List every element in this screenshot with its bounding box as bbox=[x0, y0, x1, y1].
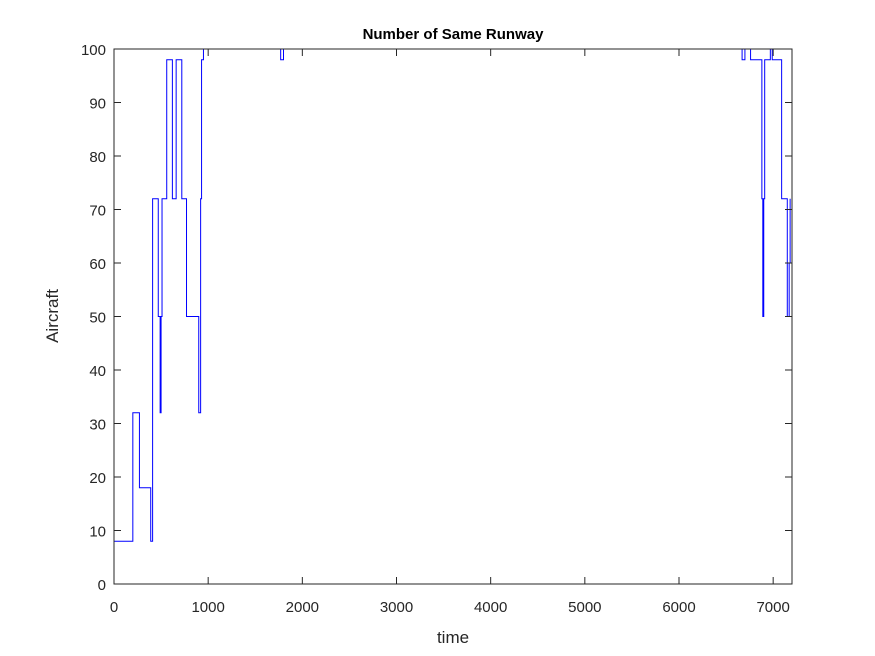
x-tick-label: 3000 bbox=[380, 599, 413, 616]
series-line-0 bbox=[114, 48, 791, 542]
y-tick-label: 90 bbox=[89, 96, 106, 113]
x-tick-label: 1000 bbox=[191, 599, 224, 616]
y-tick-label: 80 bbox=[89, 149, 106, 166]
x-axis-label: time bbox=[437, 628, 469, 647]
y-tick-label: 0 bbox=[98, 577, 106, 594]
x-tick-label: 7000 bbox=[756, 599, 789, 616]
y-tick-label: 30 bbox=[89, 417, 106, 434]
x-tick-label: 4000 bbox=[474, 599, 507, 616]
x-tick-label: 6000 bbox=[662, 599, 695, 616]
y-tick-label: 10 bbox=[89, 524, 106, 541]
chart-title: Number of Same Runway bbox=[363, 26, 545, 43]
y-axis-label: Aircraft bbox=[43, 289, 62, 343]
y-tick-label: 60 bbox=[89, 256, 106, 273]
y-tick-label: 20 bbox=[89, 470, 106, 487]
y-tick-label: 50 bbox=[89, 310, 106, 327]
x-axis-ticks: 0 1000 2000 3000 4000 5000 6000 7000 bbox=[110, 49, 790, 616]
y-tick-label: 100 bbox=[81, 42, 106, 59]
plot-area bbox=[114, 49, 792, 584]
x-tick-label: 2000 bbox=[286, 599, 319, 616]
y-tick-label: 40 bbox=[89, 363, 106, 380]
y-axis-ticks: 0 10 20 30 40 50 60 70 80 90 100 bbox=[81, 42, 792, 594]
y-tick-label: 70 bbox=[89, 203, 106, 220]
series-group bbox=[114, 48, 791, 542]
x-tick-label: 5000 bbox=[568, 599, 601, 616]
x-tick-label: 0 bbox=[110, 599, 118, 616]
